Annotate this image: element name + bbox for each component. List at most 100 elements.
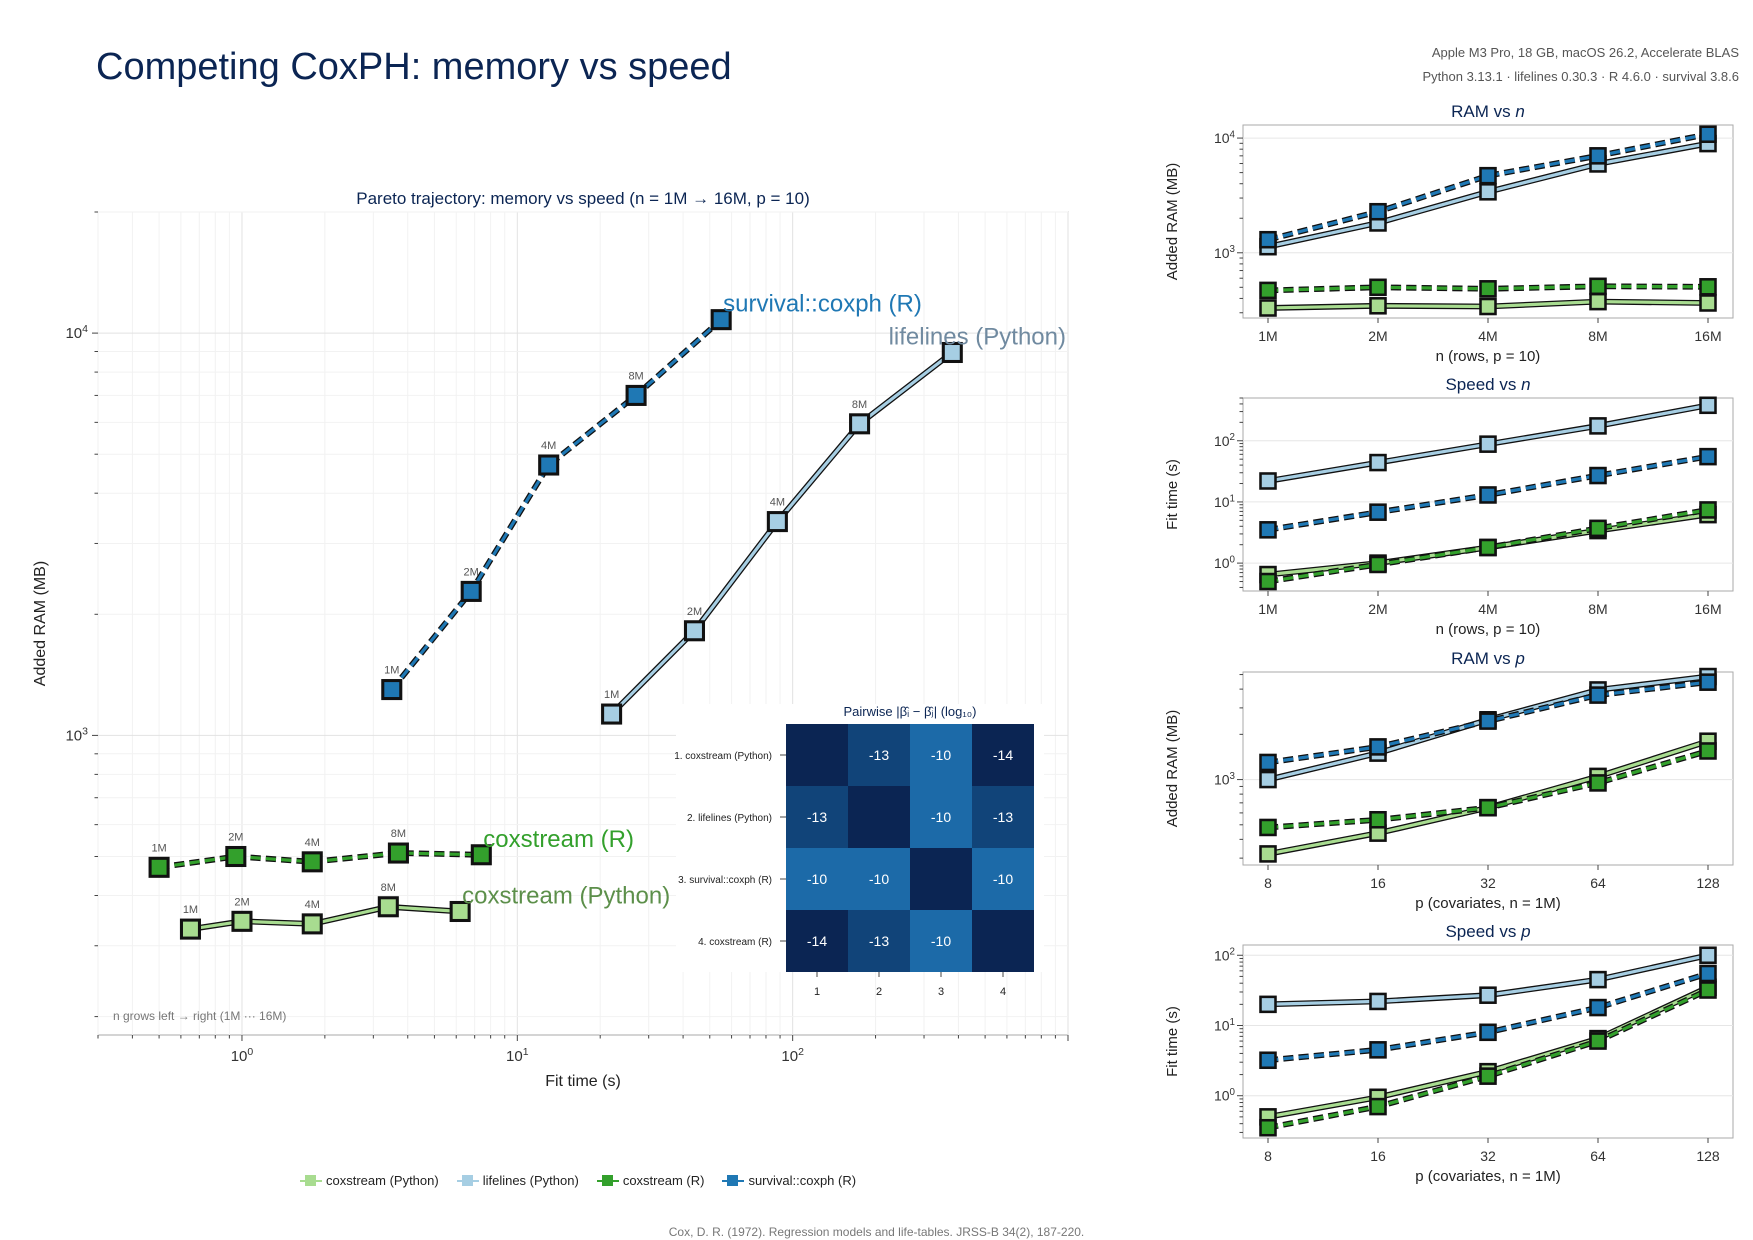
data-point — [387, 842, 409, 864]
small-chart-ram_n: 103 104 1M 2M 4M 8M 16M RAM vs n n (rows, p = 10… — [1164, 102, 1734, 365]
heatmap-value: -14 — [807, 933, 827, 949]
tick-label: 128 — [1696, 875, 1720, 891]
heatmap-cell — [848, 786, 910, 848]
data-point — [1589, 292, 1607, 311]
series-end-label: lifelines (Python) — [889, 323, 1066, 350]
data-point — [1699, 742, 1717, 760]
data-point — [1369, 555, 1387, 574]
point-label: 8M — [852, 399, 867, 411]
data-point — [1699, 673, 1717, 691]
series — [1259, 292, 1717, 317]
data-point — [1479, 297, 1497, 316]
data-point — [179, 918, 201, 940]
data-point — [1589, 277, 1607, 296]
y-axis-label: Fit time (s) — [1164, 459, 1181, 530]
small-chart-speed_p: 100 101 102 8 16 32 64 128 Speed vs p p (covariat… — [1164, 922, 1734, 1185]
software-versions: Python 3.13.1 · lifelines 0.30.3 · R 4.6… — [1422, 69, 1739, 84]
heatmap-value: -10 — [931, 747, 951, 763]
data-point — [1699, 946, 1717, 965]
legend-swatch — [456, 1174, 479, 1188]
legend: coxstream (Python) lifelines (Python) co… — [300, 1173, 856, 1188]
data-point — [1699, 501, 1717, 519]
heatmap-col-label: 3 — [938, 986, 944, 998]
data-point — [1259, 753, 1277, 772]
tick-label: 101 — [506, 1046, 529, 1065]
data-point — [1699, 125, 1717, 144]
heatmap-value: -10 — [869, 871, 889, 887]
data-point — [1369, 738, 1387, 756]
x-axis-label: Fit time (s) — [545, 1073, 621, 1090]
tick-label: 64 — [1590, 875, 1606, 891]
heatmap-cell — [786, 848, 848, 910]
point-label: 1M — [384, 665, 399, 677]
tick-label: 101 — [1214, 493, 1235, 510]
heatmap-col-label: 4 — [1000, 986, 1006, 998]
data-point — [1259, 230, 1277, 249]
y-axis-label: Added RAM (MB) — [1164, 710, 1181, 828]
series — [1259, 125, 1717, 249]
small-chart-speed_n: 100 101 102 1M 2M 4M 8M 16M Speed vs n n (rows, p… — [1164, 375, 1734, 638]
x-axis-label: n (rows, p = 10) — [1436, 621, 1541, 638]
hardware-info: Apple M3 Pro, 18 GB, macOS 26.2, Acceler… — [1431, 45, 1739, 60]
series — [1259, 981, 1717, 1137]
tick-label: 103 — [65, 725, 88, 744]
data-point — [849, 413, 871, 435]
legend-item: lifelines (Python) — [456, 1173, 579, 1188]
tick-label: 100 — [231, 1046, 254, 1065]
data-point — [1369, 202, 1387, 221]
x-axis-label: p (covariates, n = 1M) — [1415, 895, 1560, 912]
point-label: 2M — [464, 566, 479, 578]
data-point — [1589, 519, 1607, 538]
tick-label: 128 — [1696, 1148, 1720, 1164]
tick-label: 102 — [781, 1046, 804, 1065]
data-point — [231, 910, 253, 932]
data-point — [1479, 1067, 1497, 1085]
point-label: 2M — [234, 896, 249, 908]
chart-title: Speed vs p — [1445, 922, 1530, 941]
data-point — [1259, 845, 1277, 863]
tick-label: 16M — [1694, 601, 1721, 617]
heatmap-cell — [972, 910, 1034, 972]
tick-label: 32 — [1480, 1148, 1496, 1164]
heatmap-cell — [972, 848, 1034, 910]
data-point — [1259, 1118, 1277, 1137]
series — [1259, 277, 1717, 300]
heatmap-cell — [786, 786, 848, 848]
heatmap-cell — [910, 910, 972, 972]
point-label: 1M — [151, 842, 166, 854]
tick-label: 2M — [1368, 328, 1387, 344]
heatmap-value: -10 — [993, 871, 1013, 887]
data-point — [538, 454, 560, 476]
chart-title: RAM vs n — [1451, 102, 1525, 121]
tick-label: 1M — [1258, 328, 1277, 344]
data-point — [470, 844, 492, 866]
data-point — [1369, 810, 1387, 829]
point-label: 8M — [628, 370, 643, 382]
tick-label: 8M — [1588, 328, 1607, 344]
heatmap-cell — [910, 848, 972, 910]
data-point — [1479, 1023, 1497, 1042]
data-point — [1699, 278, 1717, 296]
data-point — [941, 341, 963, 364]
series — [1259, 946, 1717, 1014]
data-point — [377, 896, 399, 918]
small-chart-ram_p: 103 8 16 32 64 128 RAM vs p p (covariates, n = … — [1164, 649, 1734, 912]
legend-swatch — [300, 1174, 322, 1188]
heatmap-col-label: 1 — [814, 986, 820, 998]
series — [1259, 742, 1717, 837]
series — [1259, 447, 1717, 539]
heatmap-cell — [848, 848, 910, 910]
heatmap-inset: Pairwise |β̂ᵢ − β̂ⱼ| (log₁₀) -13 -10 -14 1. … — [674, 704, 1044, 998]
heatmap-row-label: 4. coxstream (R) — [698, 937, 772, 948]
legend-label: survival::coxph (R) — [748, 1173, 857, 1188]
series: 1M 2M 4M 8M lifelines (Python) — [601, 323, 1066, 725]
data-point — [1479, 183, 1497, 201]
data-point — [1699, 396, 1717, 415]
data-point — [1369, 503, 1387, 521]
data-point — [1259, 281, 1277, 300]
tick-label: 8 — [1264, 875, 1272, 891]
tick-label: 16 — [1370, 1148, 1386, 1164]
point-label: 2M — [228, 832, 243, 844]
heatmap-value: -10 — [931, 933, 951, 949]
chart-title: RAM vs p — [1451, 649, 1525, 668]
